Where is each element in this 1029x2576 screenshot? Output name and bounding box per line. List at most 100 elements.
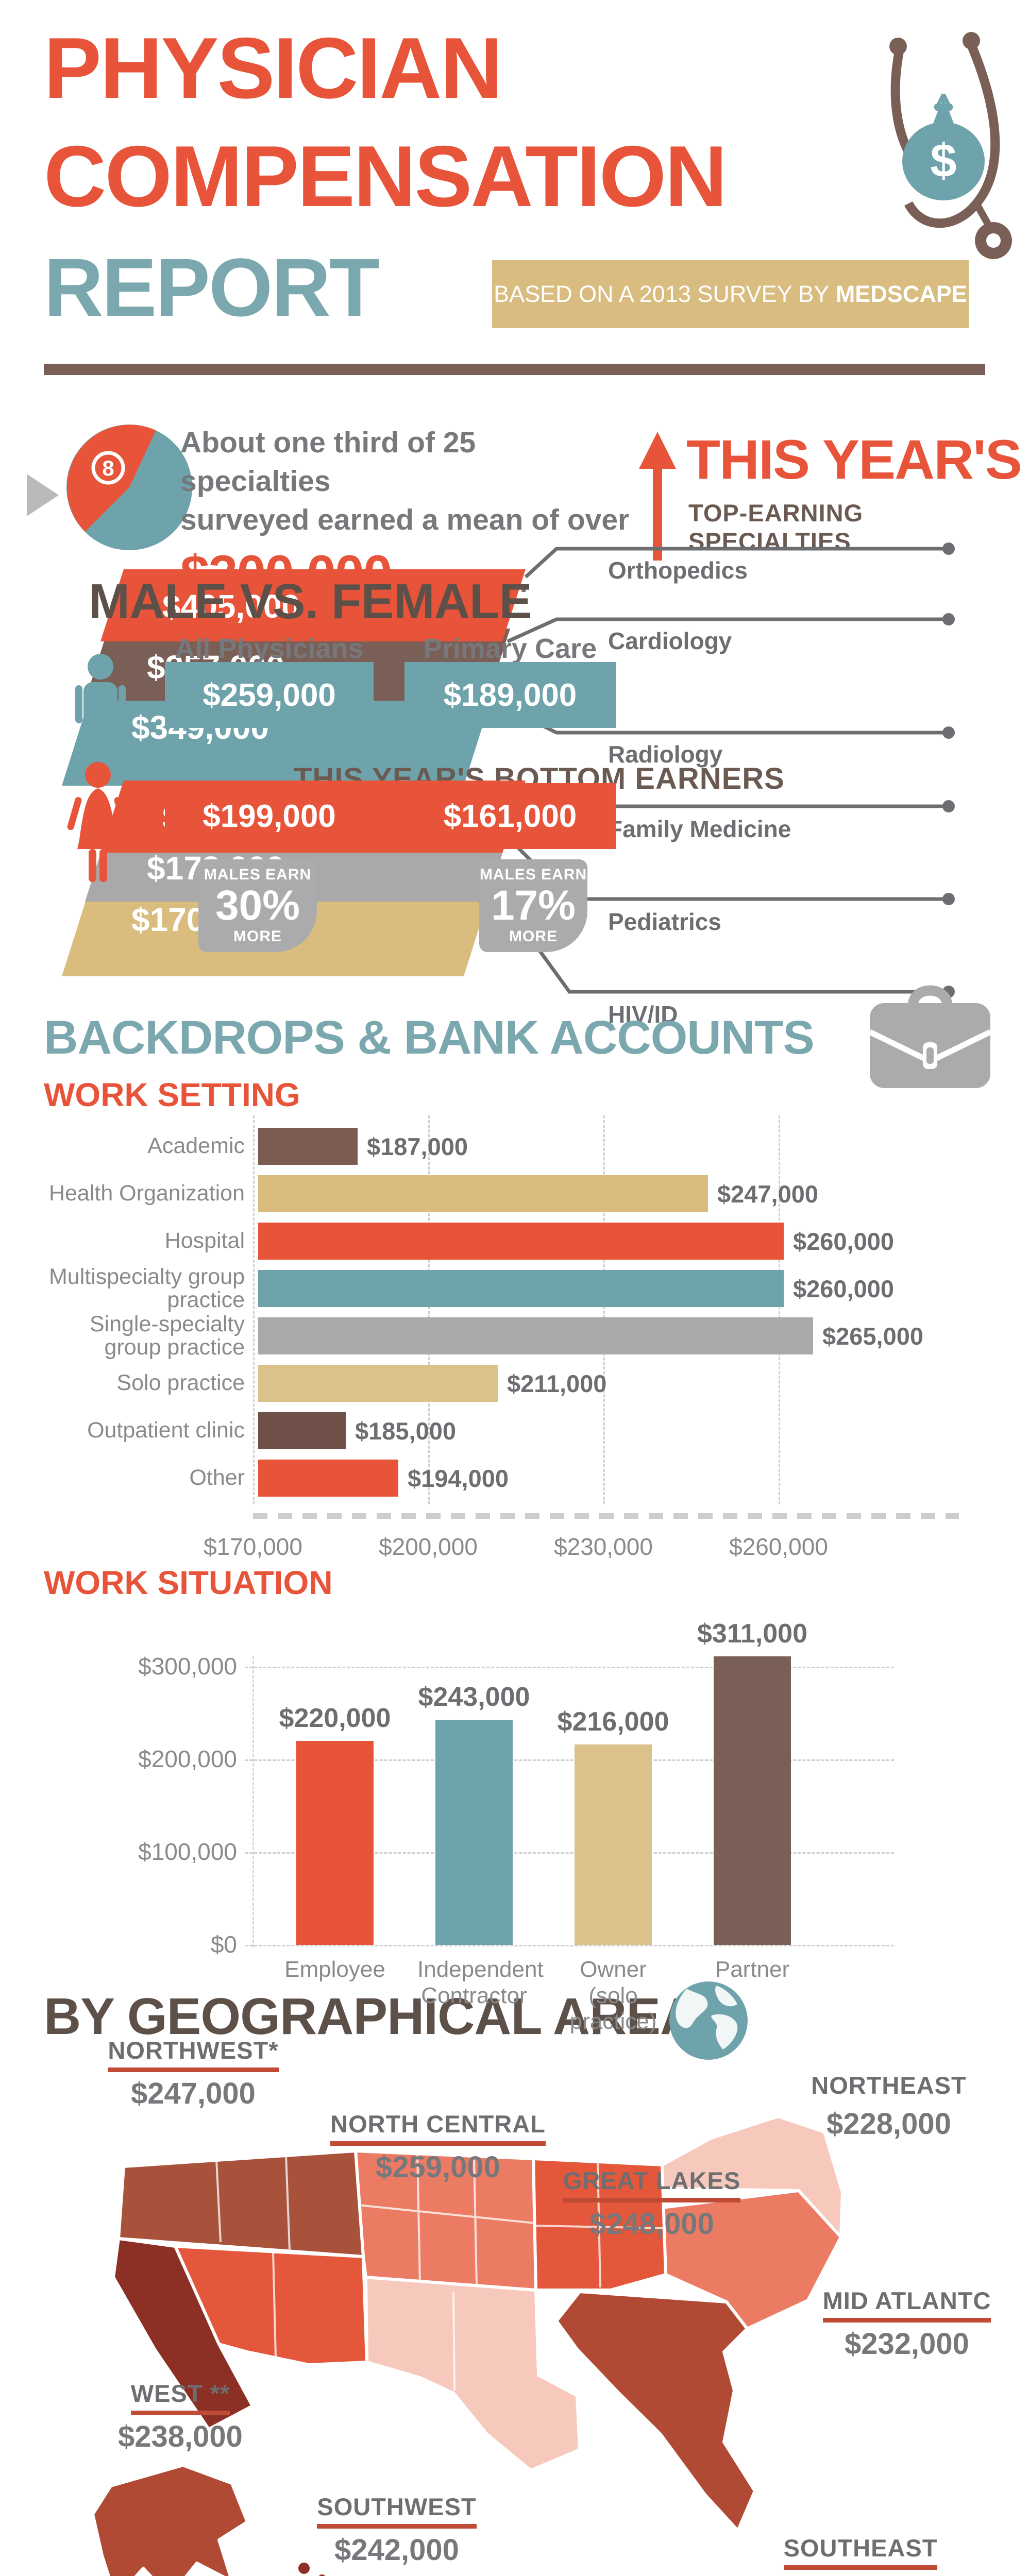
- map-region-hawaii: [298, 2563, 326, 2576]
- ws-cat-5: Solo practice: [116, 1370, 245, 1396]
- ws-val-1: $247,000: [717, 1180, 819, 1208]
- survey-badge: BASED ON A 2013 SURVEY BY MEDSCAPE: [492, 260, 969, 328]
- geo-label-west: WEST ** $238,000: [118, 2380, 243, 2453]
- geo-title: BY GEOGRAPHICAL AREA: [44, 1988, 697, 2045]
- gridline: [603, 1115, 605, 1504]
- y-tick-300k: $300,000: [138, 1653, 237, 1680]
- wsit-bar-0: [296, 1741, 374, 1945]
- badge1-pct: 30%: [215, 882, 300, 929]
- wsit-bar-2: [575, 1744, 652, 1945]
- x-tick-3: $260,000: [729, 1533, 828, 1560]
- female-primary-box: $161,000: [404, 783, 616, 849]
- geo-label-great-lakes: GREAT LAKES $248,000: [563, 2167, 741, 2241]
- work-situation-chart: $300,000 $200,000 $100,000 $0 $220,000 $…: [134, 1613, 907, 2034]
- badge1-bottom: MORE: [233, 928, 282, 945]
- ws-cat-2: Hospital: [164, 1228, 245, 1253]
- medscape-brand: MEDSCAPE: [835, 281, 967, 307]
- female-all-box: $199,000: [165, 783, 374, 849]
- map-region-northeast: [661, 2115, 844, 2239]
- gridline: [245, 1852, 894, 1854]
- ws-cat-1: Health Organization: [48, 1181, 245, 1206]
- wsit-val-0: $220,000: [279, 1703, 391, 1733]
- top-earner-value-1: $405,000: [162, 588, 300, 625]
- gridline: [245, 1945, 894, 1946]
- pie-chart-icon: 8: [66, 425, 192, 550]
- backdrops-title: BACKDROPS & BANK ACCOUNTS: [44, 1011, 815, 1064]
- map-region-west: [112, 2237, 254, 2431]
- ws-cat-7: Other: [189, 1465, 245, 1490]
- wsit-bar-1: [435, 1720, 513, 1945]
- y-tick-200k: $200,000: [138, 1745, 237, 1772]
- ws-cat-3: Multispecialty group practice: [48, 1264, 245, 1312]
- wsit-cat-2: Owner (solo practice): [569, 1957, 657, 2035]
- money-bag-icon: $: [902, 93, 985, 200]
- males-earn-more-badge-1: MALES EARN 30% MORE: [198, 859, 317, 952]
- ws-bar-3: [258, 1270, 784, 1307]
- female-icon: [67, 762, 129, 882]
- top-earner-label-2: Cardiology: [608, 628, 732, 654]
- gridline: [245, 1667, 894, 1668]
- top-earner-bar-orthopedics: [100, 569, 526, 641]
- gridline: [253, 1115, 255, 1504]
- map-region-mid-atlantic: [661, 2189, 842, 2330]
- ws-bar-7: [258, 1460, 398, 1497]
- us-map: [91, 2115, 844, 2576]
- wsit-cat-0: Employee: [284, 1957, 385, 1982]
- ws-bar-5: [258, 1365, 498, 1402]
- work-setting-chart: Academic $187,000 Health Organization $247…: [44, 1115, 985, 1569]
- gridline: [779, 1115, 780, 1504]
- briefcase-icon: [868, 985, 992, 1088]
- ws-bar-6: [258, 1412, 346, 1449]
- wsit-cat-1: Independent Contractor: [417, 1957, 544, 2008]
- badge1-top: MALES EARN: [204, 866, 312, 883]
- ws-bar-2: [258, 1223, 784, 1260]
- ws-val-4: $265,000: [822, 1322, 924, 1350]
- y-tick-100k: $100,000: [138, 1838, 237, 1865]
- title-line-3: REPORT: [44, 241, 380, 333]
- ws-val-3: $260,000: [793, 1275, 895, 1302]
- globe-icon: [669, 1981, 748, 2060]
- pie-count-glyph: 8: [102, 456, 114, 480]
- ws-val-6: $185,000: [355, 1417, 457, 1445]
- bottom-earner-label-3: HIV/ID: [608, 1001, 678, 1028]
- male-all-box: $259,000: [165, 662, 374, 728]
- intro-line-1: About one third of 25 specialties: [180, 426, 476, 498]
- geo-label-north-central: NORTH CENTRAL $259,000: [330, 2110, 546, 2184]
- geo-label-northwest: NORTHWEST* $247,000: [108, 2037, 279, 2110]
- survey-badge-text: BASED ON A 2013 SURVEY BY: [494, 281, 836, 307]
- ws-val-5: $211,000: [507, 1369, 607, 1397]
- title-line-1: PHYSICIAN: [44, 20, 503, 116]
- pointer-arrow-icon: [27, 474, 59, 516]
- geo-label-mid-atlantic: MID ATLANTC $232,000: [822, 2287, 991, 2361]
- male-primary-box: $189,000: [404, 662, 616, 728]
- top-earner-label-3: Radiology: [608, 741, 723, 768]
- x-tick-0: $170,000: [204, 1533, 302, 1560]
- intro-line-2: surveyed earned a mean of over: [180, 503, 630, 537]
- ws-bar-4: [258, 1317, 813, 1354]
- male-vs-female-title: MALE VS. FEMALE: [89, 574, 532, 629]
- section-divider: [44, 364, 985, 375]
- badge2-bottom: MORE: [509, 928, 558, 945]
- x-tick-1: $200,000: [379, 1533, 478, 1560]
- ws-bar-1: [258, 1175, 708, 1212]
- wsit-bar-3: [714, 1656, 791, 1945]
- ws-cat-4: Single-specialty group practice: [89, 1311, 245, 1360]
- wsit-val-3: $311,000: [697, 1619, 808, 1649]
- badge2-pct: 17%: [491, 882, 576, 929]
- col-all-physicians: All Physicians: [175, 633, 364, 664]
- male-icon: [75, 654, 126, 771]
- ws-cat-0: Academic: [147, 1133, 245, 1159]
- dollar-glyph: $: [930, 134, 956, 187]
- top-earners-title: THIS YEAR'S: [686, 428, 1022, 490]
- wsit-val-2: $216,000: [557, 1707, 669, 1737]
- col-primary-care: Primary Care: [423, 633, 597, 664]
- work-setting-title: WORK SETTING: [44, 1076, 300, 1113]
- gridline: [428, 1115, 430, 1504]
- wsit-val-1: $243,000: [418, 1682, 530, 1712]
- top-earner-label-1: Orthopedics: [608, 557, 748, 584]
- map-region-southeast: [555, 2290, 756, 2532]
- ws-val-2: $260,000: [793, 1227, 895, 1255]
- map-region-alaska: [91, 2464, 249, 2576]
- x-axis-line: [253, 1513, 959, 1519]
- geo-label-northeast: NORTHEAST $228,000: [811, 2072, 967, 2141]
